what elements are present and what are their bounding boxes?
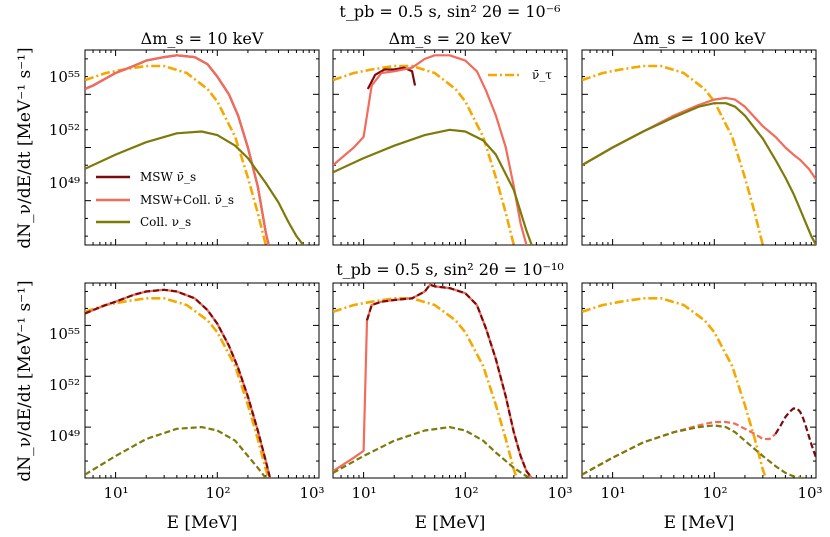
series-line-tau-dashdot <box>582 64 765 245</box>
series-line-msw-dashed <box>774 407 816 459</box>
row1-title: t_pb = 0.5 s, sin² 2θ = 10⁻⁶ <box>339 2 560 21</box>
series-line-msw_coll-solid <box>333 283 533 478</box>
tick-marks <box>84 50 817 479</box>
panel-6-series <box>582 296 816 478</box>
x-tick-label-100-p1: 10² <box>205 484 230 502</box>
x-tick-label-100-p2: 10² <box>453 484 478 502</box>
panel-2-series <box>333 54 533 245</box>
series-line-coll-dashed <box>85 426 267 478</box>
panel-3-series <box>582 64 816 245</box>
series-line-msw_coll-solid <box>582 96 816 181</box>
legend-label-coll: Coll. ν_s <box>140 215 191 229</box>
x-tick-label-10-p3: 10¹ <box>600 484 625 502</box>
series-line-tau-dashdot <box>582 296 768 478</box>
series-line-msw-dashed <box>365 283 533 478</box>
series-line-coll-dashed <box>582 424 807 478</box>
row2-title: t_pb = 0.5 s, sin² 2θ = 10⁻¹⁰ <box>336 260 564 279</box>
y-axis-label-top: dN_ν/dE/dt [MeV⁻¹ s⁻¹] <box>15 47 35 248</box>
x-axis-label-3: E [MeV] <box>664 513 735 533</box>
series-line-tau-dashdot <box>333 64 516 245</box>
legend-panel-2: ν̄_τ <box>488 68 552 82</box>
y-tick-label-1e55-bottom: 10⁵⁵ <box>49 325 80 343</box>
panel-frame-1 <box>84 49 320 246</box>
panel-5-series <box>333 283 533 478</box>
legend-label-tau: ν̄_τ <box>532 68 552 82</box>
x-tick-label-1000-p1: 10³ <box>299 484 324 502</box>
y-axis-label-bottom: dN_ν/dE/dt [MeV⁻¹ s⁻¹] <box>15 280 35 481</box>
y-tick-label-1e49-top: 10⁴⁹ <box>49 174 80 192</box>
panel-frame-5 <box>332 282 568 479</box>
x-tick-label-100-p3: 10² <box>702 484 727 502</box>
panel-title-10kev: Δm_s = 10 keV <box>141 29 264 48</box>
x-axis-label-1: E [MeV] <box>167 513 238 533</box>
x-tick-label-10-p2: 10¹ <box>351 484 376 502</box>
series-line-tau-dashdot <box>85 296 271 478</box>
panel-frame-6 <box>581 282 817 479</box>
y-tick-label-1e52-bottom: 10⁵² <box>49 376 80 394</box>
y-tick-label-1e55-top: 10⁵⁵ <box>49 68 80 86</box>
legend-label-msw-coll: MSW+Coll. ν̄_s <box>140 193 234 207</box>
x-tick-label-1000-p3: 10³ <box>797 484 822 502</box>
series-line-coll-solid <box>582 102 816 245</box>
panel-title-20kev: Δm_s = 20 keV <box>389 29 512 48</box>
legend-panel-1: MSW ν̄_s MSW+Coll. ν̄_s Coll. ν_s <box>96 170 234 229</box>
y-tick-label-1e52-top: 10⁵² <box>49 121 80 139</box>
series-line-tau-dashdot <box>333 296 519 478</box>
x-tick-label-1000-p2: 10³ <box>547 484 572 502</box>
series-line-msw_coll-solid <box>333 54 528 245</box>
panel-title-100kev: Δm_s = 100 keV <box>633 29 766 48</box>
panel-4-series <box>85 288 272 478</box>
panel-1-series <box>85 54 305 245</box>
series-line-msw_coll-dashed <box>582 420 777 476</box>
series-line-msw-solid <box>366 66 417 90</box>
x-axis-label-2: E [MeV] <box>415 513 486 533</box>
series-line-coll-solid <box>333 128 533 245</box>
legend-label-msw: MSW ν̄_s <box>140 170 196 184</box>
panel-frame-3 <box>581 49 817 246</box>
series-line-msw-dashed <box>85 288 272 478</box>
series-line-msw_coll-solid <box>85 54 270 245</box>
series-line-coll-solid <box>85 130 305 245</box>
series-line-coll-dashed <box>333 426 533 478</box>
panel-frame-4 <box>84 282 320 479</box>
y-tick-label-1e49-bottom: 10⁴⁹ <box>49 427 80 445</box>
x-tick-label-10-p1: 10¹ <box>103 484 128 502</box>
